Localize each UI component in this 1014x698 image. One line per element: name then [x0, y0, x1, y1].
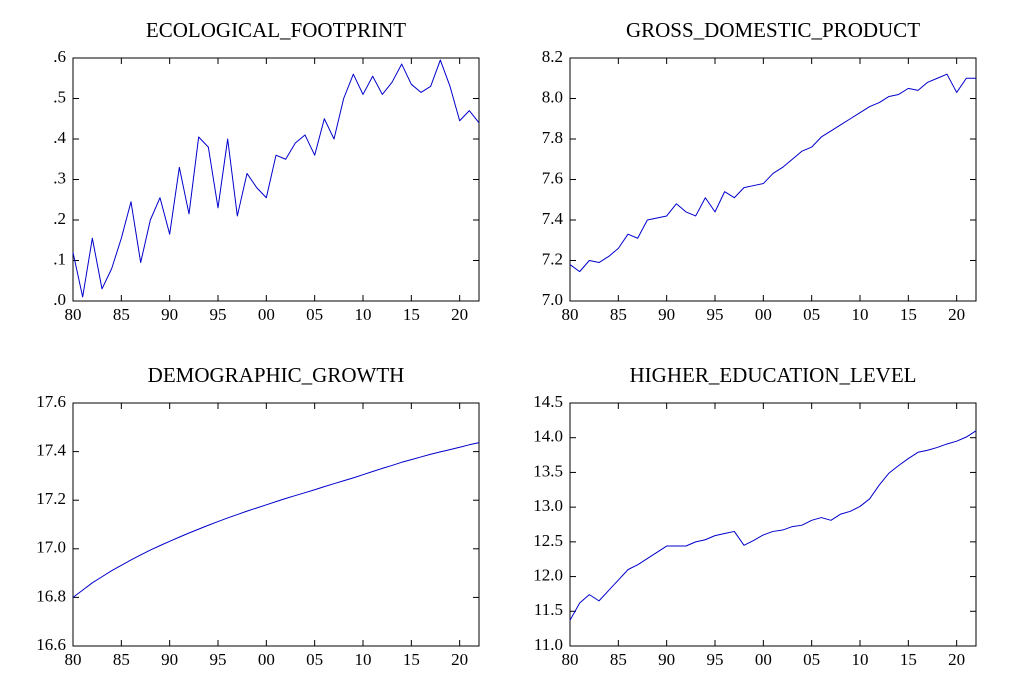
chart-panel-ecological-footprint: ECOLOGICAL_FOOTPRINT .0 .1 .2 .3 .4 .5 .6 80 85 90… — [53, 18, 480, 324]
x-tick-label: 95 — [707, 650, 724, 669]
x-tick-label: 15 — [403, 650, 420, 669]
y-tick-label: .2 — [53, 209, 66, 228]
x-tick-label: 05 — [803, 650, 820, 669]
y-tick-label: 13.5 — [533, 461, 563, 480]
chart-title: GROSS_DOMESTIC_PRODUCT — [626, 18, 920, 42]
x-tick-label: 05 — [306, 650, 323, 669]
x-tick-label: 85 — [610, 305, 627, 324]
y-tick-label: 14.5 — [533, 392, 563, 411]
plot-frame — [569, 57, 977, 302]
y-tick-label: 11.5 — [534, 600, 563, 619]
y-tick-label: 7.8 — [542, 128, 563, 147]
x-tick-label: 80 — [65, 305, 82, 324]
x-tick-label: 90 — [161, 305, 178, 324]
y-tick-label: 7.0 — [542, 290, 563, 309]
x-tick-label: 15 — [900, 305, 917, 324]
x-tick-label: 10 — [355, 650, 372, 669]
x-tick-label: 90 — [161, 650, 178, 669]
chart-title: ECOLOGICAL_FOOTPRINT — [146, 18, 406, 42]
y-tick-label: 13.0 — [533, 496, 563, 515]
x-tick-label: 15 — [403, 305, 420, 324]
y-tick-label: .1 — [53, 249, 66, 268]
x-tick-label: 10 — [852, 650, 869, 669]
y-tick-label: .5 — [53, 87, 66, 106]
series-line-higher-education-level — [569, 430, 977, 621]
y-tick-label: .4 — [53, 128, 66, 147]
x-tick-label: 95 — [210, 650, 227, 669]
x-tick-label: 95 — [210, 305, 227, 324]
x-tick-label: 80 — [65, 650, 82, 669]
x-tick-label: 90 — [658, 305, 675, 324]
x-tick-label: 20 — [948, 305, 965, 324]
y-tick-label: 12.5 — [533, 531, 563, 550]
x-tick-label: 85 — [610, 650, 627, 669]
x-tick-label: 05 — [306, 305, 323, 324]
x-tick-label: 85 — [113, 305, 130, 324]
y-tick-label: .3 — [53, 168, 66, 187]
x-tick-label: 10 — [852, 305, 869, 324]
x-tick-label: 00 — [755, 650, 772, 669]
x-tick-label: 85 — [113, 650, 130, 669]
y-tick-label: 16.8 — [36, 586, 66, 605]
plot-frame — [569, 402, 977, 647]
chart-title: DEMOGRAPHIC_GROWTH — [148, 363, 405, 387]
y-tick-label: 17.6 — [36, 392, 66, 411]
y-tick-label: 11.0 — [534, 635, 563, 654]
y-tick-label: 14.0 — [533, 427, 563, 446]
y-tick-label: .0 — [53, 290, 66, 309]
x-tick-label: 00 — [258, 650, 275, 669]
chart-panel-higher-education-level: HIGHER_EDUCATION_LEVEL 11.0 11.5 12.0 12.5 13… — [533, 363, 977, 669]
x-tick-label: 20 — [948, 650, 965, 669]
y-tick-label: 17.4 — [36, 441, 66, 460]
y-tick-label: 7.6 — [542, 168, 563, 187]
x-tick-label: 95 — [707, 305, 724, 324]
x-tick-label: 10 — [355, 305, 372, 324]
chart-panel-demographic-growth: DEMOGRAPHIC_GROWTH 16.6 16.8 17.0 17.2 17.4 17… — [36, 363, 480, 669]
x-tick-label: 20 — [451, 650, 468, 669]
y-tick-label: .6 — [53, 47, 66, 66]
plot-frame — [72, 402, 480, 647]
y-tick-label: 17.0 — [36, 538, 66, 557]
y-tick-label: 12.0 — [533, 565, 563, 584]
chart-panel-gross-domestic-product: GROSS_DOMESTIC_PRODUCT 7.0 7.2 7.4 7.6 7.8 8.0… — [542, 18, 977, 324]
y-tick-label: 8.0 — [542, 87, 563, 106]
x-tick-label: 90 — [658, 650, 675, 669]
y-tick-label: 7.2 — [542, 249, 563, 268]
y-tick-label: 17.2 — [36, 489, 66, 508]
series-line-demographic-growth — [72, 442, 480, 598]
y-tick-label: 8.2 — [542, 47, 563, 66]
y-tick-label: 7.4 — [542, 209, 564, 228]
chart-title: HIGHER_EDUCATION_LEVEL — [630, 363, 917, 387]
series-line-gross-domestic-product — [569, 73, 976, 273]
x-tick-label: 00 — [755, 305, 772, 324]
x-tick-label: 15 — [900, 650, 917, 669]
x-tick-label: 00 — [258, 305, 275, 324]
plot-frame — [72, 57, 480, 302]
x-tick-label: 05 — [803, 305, 820, 324]
y-tick-label: 16.6 — [36, 635, 66, 654]
x-tick-label: 20 — [451, 305, 468, 324]
x-tick-label: 80 — [562, 305, 579, 324]
x-tick-label: 80 — [562, 650, 579, 669]
series-line-ecological-footprint — [72, 59, 480, 298]
